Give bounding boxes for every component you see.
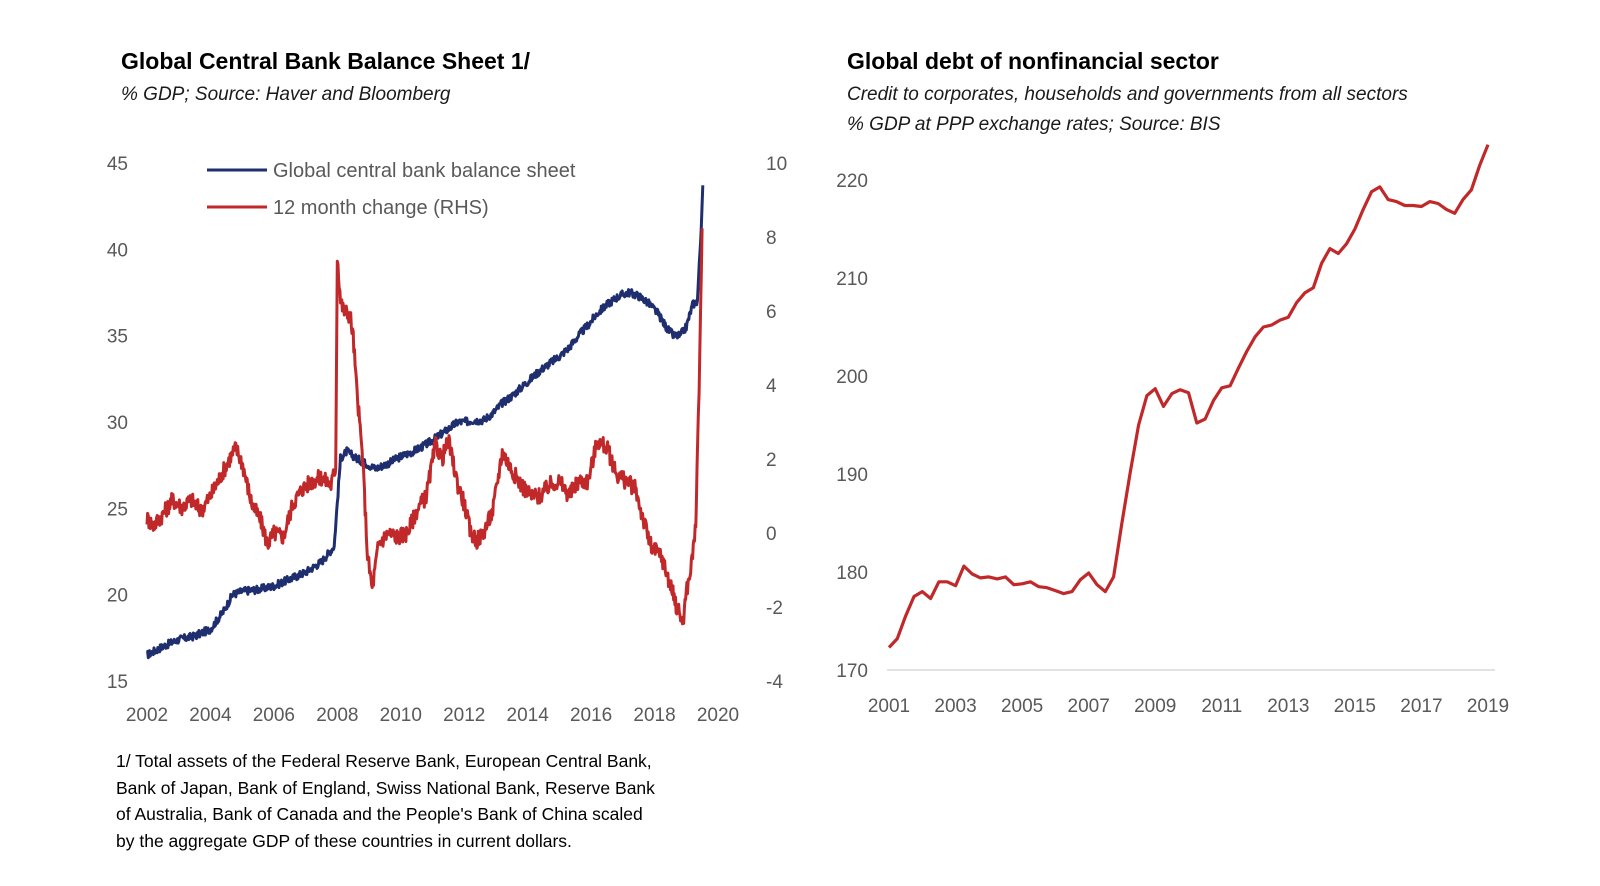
left-axis-tick-label: 45 xyxy=(107,154,128,175)
x-axis-tick-label: 2016 xyxy=(570,705,612,726)
left-axis-tick-label: 35 xyxy=(107,327,128,348)
x-axis-tick-label: 2018 xyxy=(633,705,675,726)
left-axis-tick-label: 30 xyxy=(107,413,128,434)
right-axis-tick-label: 6 xyxy=(766,302,777,323)
x-axis-tick-label: 2003 xyxy=(934,696,976,717)
x-axis-tick-label: 2015 xyxy=(1334,696,1376,717)
footnote-line: 1/ Total assets of the Federal Reserve B… xyxy=(116,751,652,771)
footnote-line: Bank of Japan, Bank of England, Swiss Na… xyxy=(116,777,655,798)
x-axis-tick-label: 2004 xyxy=(189,705,232,726)
y-axis-tick-label: 180 xyxy=(836,563,868,584)
x-axis-tick-label: 2006 xyxy=(253,705,295,726)
global-debt-line xyxy=(887,144,1490,649)
right-axis-tick-label: 8 xyxy=(766,228,777,249)
x-axis-tick-label: 2008 xyxy=(316,705,358,726)
x-axis-tick-label: 2005 xyxy=(1001,696,1043,717)
right-chart-subtitle-line-2: % GDP at PPP exchange rates; Source: BIS xyxy=(847,114,1221,135)
y-axis-tick-label: 210 xyxy=(836,269,868,290)
footnote-line: of Australia, Bank of Canada and the Peo… xyxy=(116,804,643,824)
left-chart-plot: 15 20 25 30 35 40 45 -4 -2 0 2 4 6 8 10 2002 2004 2006 200… xyxy=(107,154,787,726)
right-axis-tick-label: 0 xyxy=(766,524,777,545)
footnote-line: by the aggregate GDP of these countries … xyxy=(116,830,572,851)
x-axis-tick-label: 2014 xyxy=(507,705,550,726)
y-axis-tick-label: 170 xyxy=(836,661,868,682)
x-axis-tick-label: 2020 xyxy=(697,705,739,726)
right-axis-tick-label: 10 xyxy=(766,154,787,175)
y-axis-tick-label: 190 xyxy=(836,465,868,486)
x-axis-tick-label: 2012 xyxy=(443,705,485,726)
x-axis-tick-label: 2013 xyxy=(1267,696,1309,717)
balance-sheet-line xyxy=(145,185,705,660)
x-axis-tick-label: 2009 xyxy=(1134,696,1176,717)
right-axis-tick-label: 4 xyxy=(766,376,777,397)
x-axis-tick-label: 2007 xyxy=(1068,696,1110,717)
right-axis-tick-label: -4 xyxy=(766,672,783,693)
right-axis-tick-label: -2 xyxy=(766,598,783,619)
twelve-month-change-line xyxy=(145,228,704,626)
left-axis-tick-label: 25 xyxy=(107,499,128,520)
right-chart-subtitle-line-1: Credit to corporates, households and gov… xyxy=(847,84,1408,105)
footnote: 1/ Total assets of the Federal Reserve B… xyxy=(116,748,756,854)
legend-label: Global central bank balance sheet xyxy=(273,160,576,182)
legend-label: 12 month change (RHS) xyxy=(273,197,489,219)
left-chart-subtitle: % GDP; Source: Haver and Bloomberg xyxy=(121,84,451,105)
x-axis-tick-label: 2017 xyxy=(1400,696,1442,717)
left-chart-title: Global Central Bank Balance Sheet 1/ xyxy=(121,48,531,74)
right-chart-plot: 170 180 190 200 210 220 2001 2003 2005 2007 2009 20… xyxy=(836,144,1509,717)
y-axis-tick-label: 220 xyxy=(836,171,868,192)
left-axis-tick-label: 15 xyxy=(107,672,128,693)
left-axis-tick-label: 20 xyxy=(107,586,128,607)
x-axis-tick-label: 2011 xyxy=(1201,696,1242,717)
right-chart-title: Global debt of nonfinancial sector xyxy=(847,48,1219,74)
right-axis-tick-label: 2 xyxy=(766,450,777,471)
x-axis-tick-label: 2001 xyxy=(868,696,910,717)
x-axis-tick-label: 2010 xyxy=(380,705,422,726)
y-axis-tick-label: 200 xyxy=(836,367,868,388)
x-axis-tick-label: 2019 xyxy=(1467,696,1509,717)
left-axis-tick-label: 40 xyxy=(107,240,128,261)
x-axis-tick-label: 2002 xyxy=(126,705,168,726)
